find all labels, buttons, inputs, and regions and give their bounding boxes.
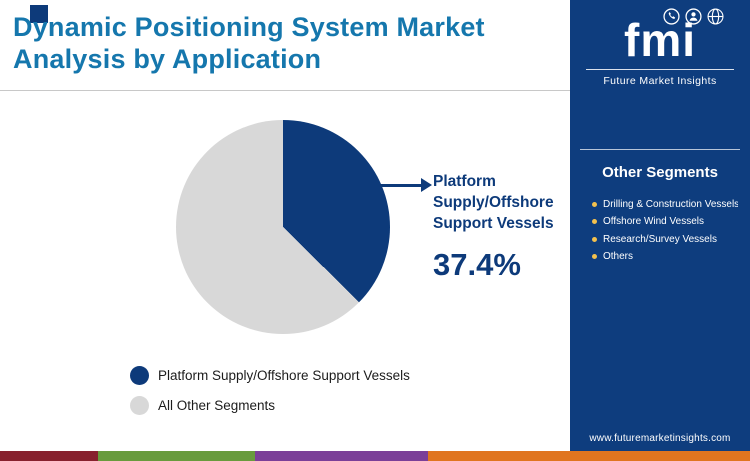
callout-label-line3: Support Vessels <box>433 214 554 232</box>
footer-strip-segment <box>0 451 98 461</box>
header-divider <box>0 90 570 91</box>
legend-swatch-all-other <box>130 396 149 415</box>
callout-label-line2: Supply/Offshore <box>433 193 554 211</box>
other-segments-title: Other Segments <box>602 163 718 181</box>
footer-strip-segment <box>255 451 428 461</box>
title-accent-square <box>30 5 48 23</box>
segment-list-item: Offshore Wind Vessels <box>592 213 738 231</box>
segment-list-item: Research/Survey Vessels <box>592 231 738 249</box>
pie-chart <box>176 120 390 334</box>
fmi-logo: fmi Future Market Insights <box>570 0 750 87</box>
segment-list-item: Drilling & Construction Vessels <box>592 196 738 214</box>
page-title: Dynamic Positioning System Market Analys… <box>13 12 485 75</box>
logo-icons <box>584 8 736 25</box>
page-title-line1: Dynamic Positioning System Market <box>13 12 485 42</box>
other-segments-section: Other Segments Drilling & Construction V… <box>580 148 740 266</box>
callout-arrow <box>381 184 423 187</box>
callout-value: 37.4% <box>433 247 521 282</box>
footer-strip-segment <box>97 451 255 461</box>
other-segments-list: Drilling & Construction Vessels Offshore… <box>580 196 740 266</box>
brand-name: Future Market Insights <box>603 74 717 87</box>
chart-legend: Platform Supply/Offshore Support Vessels… <box>130 366 410 415</box>
legend-swatch-platform-supply <box>130 366 149 385</box>
callout-arrowhead-icon <box>421 178 432 192</box>
callout-label-line1: Platform <box>433 173 496 190</box>
fmi-logo-text: fmi <box>624 14 696 66</box>
person-icon <box>685 8 702 25</box>
sidebar: fmi Future Market Insights Other Segment… <box>570 0 750 451</box>
legend-item-platform-supply: Platform Supply/Offshore Support Vessels <box>130 366 410 385</box>
legend-label: Platform Supply/Offshore Support Vessels <box>158 368 410 383</box>
footer-strip <box>0 451 750 461</box>
phone-icon <box>663 8 680 25</box>
legend-label: All Other Segments <box>158 398 276 413</box>
website-url: www.futuremarketinsights.com <box>589 433 731 444</box>
page-title-line2: Analysis by Application <box>13 43 322 74</box>
globe-icon <box>707 8 724 25</box>
legend-item-all-other: All Other Segments <box>130 396 410 415</box>
segment-list-item: Others <box>592 248 738 266</box>
callout-label: Platform Supply/Offshore Support Vessels <box>433 172 554 235</box>
footer-strip-segment <box>427 451 750 461</box>
logo-divider <box>586 68 734 70</box>
